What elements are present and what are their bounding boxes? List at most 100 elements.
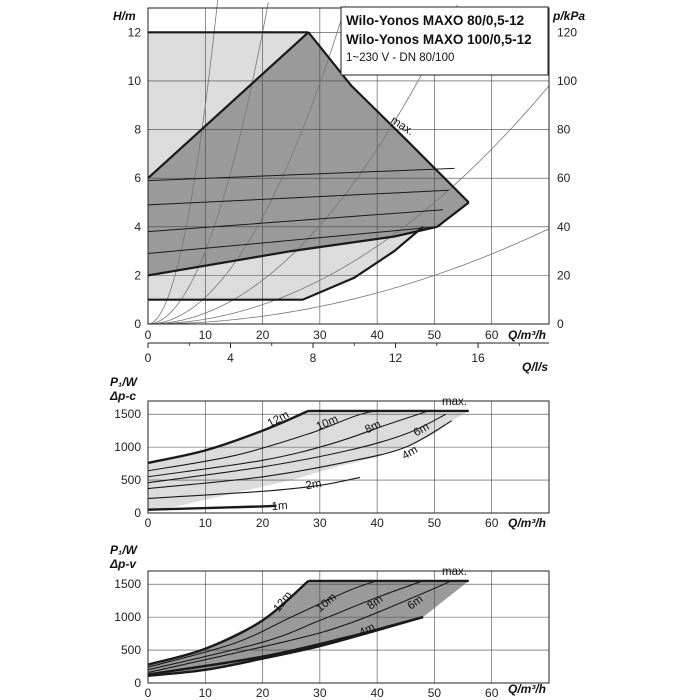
pressure-y-tick-label: 0 <box>557 317 564 331</box>
p2-x-tick-label: 0 <box>145 516 152 530</box>
p2-y-tick-label: 1000 <box>114 440 141 454</box>
power-dpv-y-label-top: P₁/W <box>110 543 139 557</box>
p3-x-tick-label: 60 <box>485 686 499 700</box>
head-min-curve <box>148 225 424 301</box>
pressure-y-axis-label: p/kPa <box>552 9 585 23</box>
head-step-line <box>147 226 438 254</box>
p2-series-10m <box>147 410 406 472</box>
head-x-tick-label: 40 <box>370 328 384 342</box>
title-box <box>340 6 549 76</box>
head-step-line <box>147 209 444 233</box>
power-dpc-region <box>148 410 469 512</box>
power-dpc-tick-labels: 0 10 20 30 40 50 60 0 500 1000 1500 <box>114 407 498 530</box>
power-dpv-x-axis-label: Q/m³/h <box>508 682 546 696</box>
p2-curve-label: 2m <box>305 478 323 493</box>
head-operating-regions <box>148 32 469 300</box>
p3-x-tick-label: 40 <box>370 686 384 700</box>
head-y-tick-label: 4 <box>134 220 141 234</box>
power-dpc-x-axis-label: Q/m³/h <box>508 516 546 530</box>
head-x-tick-label: 60 <box>485 328 499 342</box>
head-system-curve <box>148 85 550 325</box>
pressure-y-tick-label: 120 <box>557 25 577 39</box>
power-dpv-curves <box>147 579 469 677</box>
pressure-y-tick-label: 80 <box>557 123 571 137</box>
title-line-1: Wilo-Yonos MAXO 80/0,5-12 <box>346 13 524 28</box>
p3-x-tick-label: 30 <box>313 686 327 700</box>
p2-x-tick-label: 10 <box>199 516 213 530</box>
p2-x-tick-label: 30 <box>313 516 327 530</box>
p2-x-tick-label: 60 <box>485 516 499 530</box>
flow-ls-ticks: 0 4 8 12 16 <box>145 342 549 365</box>
head-y-tick-label: 2 <box>134 268 141 282</box>
flow-ls-tick-label: 0 <box>145 351 152 365</box>
p3-series-12m <box>147 579 310 666</box>
p3-shade <box>148 580 469 676</box>
head-system-curve <box>147 0 219 325</box>
power-dpv-region <box>148 580 469 676</box>
head-x-tick-label: 30 <box>313 328 327 342</box>
head-x-tick-label: 20 <box>256 328 270 342</box>
flow-ls-axis: 0 4 8 12 16 Q/l/s <box>145 342 549 374</box>
head-x-tick-label: 0 <box>145 328 152 342</box>
p3-series-min <box>147 615 424 677</box>
power-dpv-y-label-bottom: Δp-v <box>109 557 137 571</box>
head-x-tick-label: 10 <box>199 328 213 342</box>
p2-x-tick-label: 40 <box>370 516 384 530</box>
flow-ls-axis-label: Q/l/s <box>522 360 548 374</box>
flow-ls-tick-label: 16 <box>471 351 485 365</box>
p3-y-tick-label: 1500 <box>114 577 141 591</box>
head-max-tail <box>436 201 470 228</box>
p2-y-tick-label: 1500 <box>114 407 141 421</box>
head-y-tick-label: 0 <box>134 317 141 331</box>
head-curves <box>147 0 550 325</box>
p2-shade <box>148 410 469 512</box>
flow-ls-tick-label: 8 <box>310 351 317 365</box>
p2-series-6m <box>147 413 447 484</box>
pressure-y-tick-label: 60 <box>557 171 571 185</box>
p3-y-tick-label: 0 <box>134 676 141 690</box>
head-system-curve <box>148 228 550 325</box>
p2-y-tick-label: 500 <box>121 473 141 487</box>
head-system-curve <box>147 2 269 325</box>
head-dark-region <box>148 32 469 276</box>
power-dpv-plot-frame <box>147 570 550 684</box>
head-dpc-lower-curve <box>147 225 438 277</box>
title-subtitle: 1~230 V - DN 80/100 <box>346 52 454 64</box>
head-step-line <box>147 167 455 182</box>
head-dpc-upper-curve <box>147 31 310 180</box>
head-x-tick-label: 50 <box>428 328 442 342</box>
p3-x-tick-label: 10 <box>199 686 213 700</box>
pressure-y-tick-label: 20 <box>557 268 571 282</box>
p2-series-8m <box>147 410 429 478</box>
p3-series-6m <box>147 580 452 674</box>
head-max-curve <box>307 31 470 204</box>
p3-x-tick-label: 20 <box>256 686 270 700</box>
p2-series-12m <box>147 409 309 465</box>
head-y-tick-label: 6 <box>134 171 141 185</box>
head-y-tick-label: 10 <box>128 74 142 88</box>
flow-ls-tick-label: 4 <box>227 351 234 365</box>
p2-curve-label: 1m <box>271 500 288 513</box>
p3-x-tick-label: 0 <box>145 686 152 700</box>
p2-series-4m <box>147 420 452 490</box>
p3-max-label: max. <box>442 566 467 578</box>
head-system-curve <box>148 4 458 325</box>
p2-series-2m <box>147 476 361 500</box>
power-dpc-y-label-bottom: Δp-c <box>109 389 136 403</box>
head-y-axis-label: H/m <box>113 9 136 23</box>
head-step-line <box>147 189 449 206</box>
flow-ls-tick-label: 12 <box>389 351 403 365</box>
power-dpc-plot-frame <box>147 400 550 514</box>
power-dpc-y-label-top: P₁/W <box>110 375 139 389</box>
p3-x-tick-label: 50 <box>428 686 442 700</box>
title-line-2: Wilo-Yonos MAXO 100/0,5-12 <box>346 32 532 47</box>
p3-series-8m <box>147 580 424 671</box>
p3-series-10m <box>147 580 378 668</box>
pressure-y-tick-label: 40 <box>557 220 571 234</box>
head-y-tick-label: 8 <box>134 123 141 137</box>
power-dpv-tick-labels: 0 10 20 30 40 50 60 0 500 1000 1500 <box>114 577 498 700</box>
